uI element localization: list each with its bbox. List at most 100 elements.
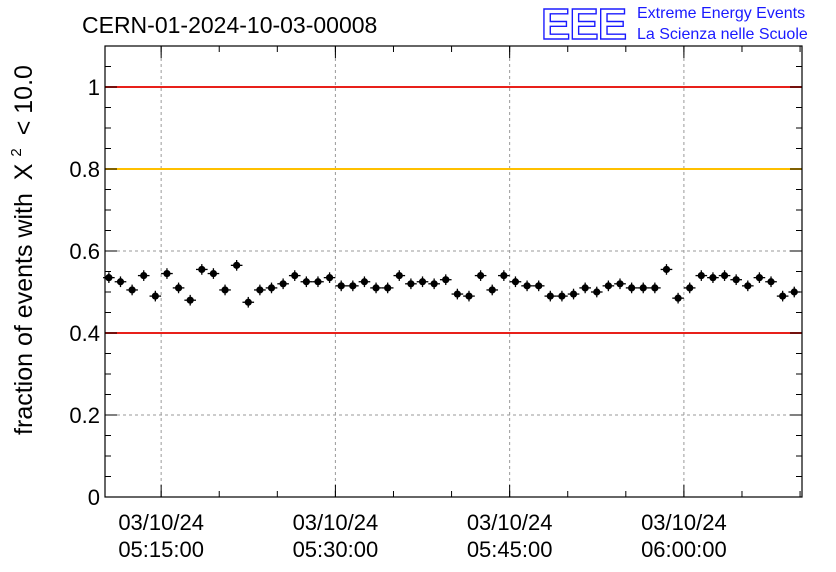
axes: 00.20.40.60.8103/10/2405:15:0003/10/2405…: [69, 45, 803, 562]
point-marker: [662, 265, 671, 274]
data-point: [114, 276, 127, 288]
point-marker: [709, 274, 717, 282]
point-marker: [546, 292, 554, 300]
data-points: [103, 260, 801, 308]
point-marker: [418, 278, 427, 286]
data-point: [428, 278, 440, 290]
point-marker: [407, 280, 415, 288]
grid: [105, 46, 802, 497]
x-tick-time-label: 05:45:00: [467, 537, 553, 562]
point-marker: [686, 284, 694, 292]
data-point: [300, 276, 313, 288]
data-point: [393, 270, 406, 281]
point-marker: [767, 278, 775, 286]
point-marker: [488, 286, 496, 294]
point-marker: [163, 269, 171, 278]
point-marker: [174, 284, 183, 292]
point-marker: [116, 278, 125, 286]
point-marker: [732, 276, 740, 284]
y-axis-label: fraction of events with X 2 < 10.0: [0, 65, 38, 435]
point-marker: [302, 278, 310, 286]
x-tick-time-label: 06:00:00: [641, 537, 727, 562]
data-point: [172, 282, 185, 294]
data-point: [312, 276, 324, 288]
point-marker: [442, 276, 450, 284]
point-marker: [720, 272, 729, 280]
data-point: [207, 268, 220, 279]
data-point: [707, 272, 719, 283]
data-point: [695, 270, 708, 281]
data-point: [544, 290, 557, 302]
data-point: [556, 290, 568, 302]
org-tagline: La Scienza nelle Scuole: [637, 26, 808, 43]
data-point: [242, 296, 255, 308]
point-marker: [279, 280, 287, 288]
data-point: [405, 278, 417, 290]
y-tick-label: 0.8: [69, 157, 100, 182]
data-point: [637, 282, 650, 294]
point-marker: [651, 284, 659, 292]
point-marker: [500, 272, 508, 280]
point-marker: [477, 272, 485, 280]
data-point: [672, 292, 684, 304]
data-point: [126, 284, 138, 296]
data-point: [625, 282, 638, 294]
y-axis-label-suffix: < 10.0: [10, 65, 38, 135]
point-marker: [198, 265, 206, 274]
data-point: [335, 280, 348, 292]
point-marker: [511, 278, 520, 286]
point-marker: [221, 286, 229, 294]
point-marker: [604, 282, 612, 290]
point-marker: [569, 290, 578, 298]
data-point: [614, 278, 626, 290]
point-marker: [395, 272, 403, 280]
point-marker: [674, 294, 682, 302]
y-tick-label: 0.6: [69, 239, 100, 264]
data-point: [184, 294, 196, 306]
data-point: [219, 284, 231, 296]
point-marker: [558, 292, 566, 300]
data-point: [730, 274, 742, 286]
x-tick-time-label: 05:15:00: [118, 537, 204, 562]
point-marker: [186, 296, 194, 304]
point-marker: [233, 261, 241, 269]
y-axis-label-symbol: X: [10, 163, 38, 180]
point-marker: [140, 272, 148, 280]
data-point: [567, 288, 580, 300]
org-name: Extreme Energy Events: [637, 5, 805, 22]
data-point: [416, 276, 429, 288]
data-point: [463, 290, 475, 302]
data-point: [254, 284, 266, 296]
data-point: [265, 282, 278, 294]
point-marker: [697, 272, 705, 280]
point-marker: [535, 282, 543, 290]
point-marker: [744, 282, 752, 290]
y-tick-label: 0.4: [69, 321, 100, 346]
data-point: [660, 264, 673, 275]
point-marker: [581, 284, 589, 292]
data-point: [486, 284, 499, 296]
x-tick-date-label: 03/10/24: [467, 510, 553, 535]
data-point: [370, 282, 382, 294]
point-marker: [616, 280, 624, 288]
x-tick-date-label: 03/10/24: [293, 510, 379, 535]
point-marker: [790, 288, 798, 296]
x-tick-date-label: 03/10/24: [118, 510, 204, 535]
point-marker: [105, 274, 113, 282]
data-point: [683, 282, 696, 294]
y-tick-label: 0.2: [69, 403, 100, 428]
data-point: [439, 274, 452, 286]
data-point: [579, 282, 591, 294]
data-point: [776, 290, 789, 302]
y-axis-label-prefix: fraction of events with: [10, 193, 38, 435]
point-marker: [337, 282, 345, 290]
point-marker: [430, 280, 438, 288]
data-point: [498, 270, 510, 281]
point-marker: [360, 278, 369, 286]
data-point: [230, 260, 243, 271]
chart-title: CERN-01-2024-10-03-00008: [82, 12, 377, 38]
point-marker: [256, 286, 264, 294]
data-point: [381, 282, 394, 294]
y-axis-label-exponent: 2: [8, 148, 25, 156]
data-point: [358, 276, 371, 288]
